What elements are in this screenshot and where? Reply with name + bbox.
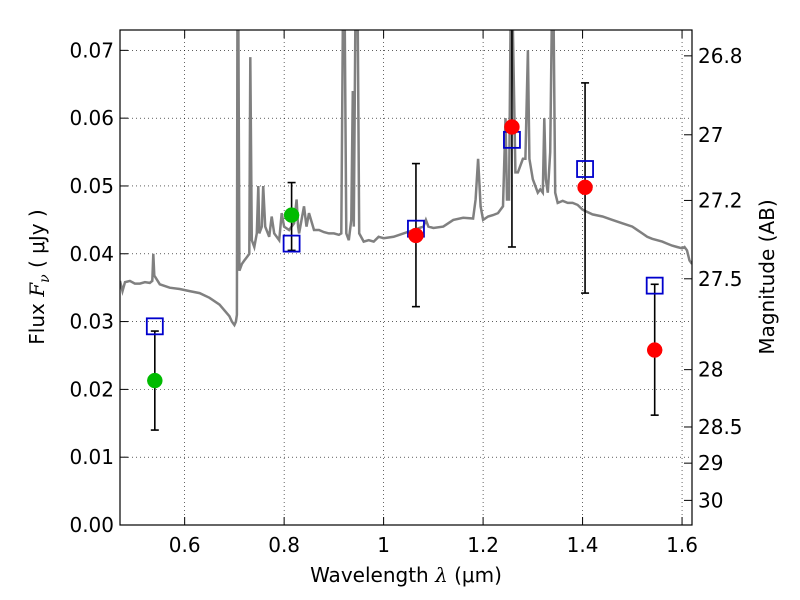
y2-tick-label: 30 <box>698 488 723 512</box>
y2-tick-label: 27.5 <box>698 267 743 291</box>
x-axis: 0.6 0.8 1 1.2 1.4 1.6 <box>169 30 698 557</box>
y2-tick-label: 28 <box>698 358 723 382</box>
y2-tick-label: 27.2 <box>698 188 743 212</box>
data-point <box>577 179 593 196</box>
y2-axis: 26.8 27 27.2 27.5 28 28.5 29 30 <box>684 44 743 512</box>
x-tick-label: 1.4 <box>567 533 599 557</box>
x-tick-label: 1.6 <box>666 533 698 557</box>
x-tick-label: 0.6 <box>169 533 201 557</box>
y-axis-label: Flux Fν ( μJy ) <box>25 209 53 344</box>
x-tick-label: 1.2 <box>467 533 499 557</box>
y-tick-label: 0.05 <box>69 174 114 198</box>
model-square-marker <box>282 234 301 253</box>
plot-frame <box>119 29 693 526</box>
y-tick-label: 0.03 <box>69 310 114 334</box>
y2-tick-label: 27 <box>698 123 723 147</box>
plot-border <box>119 29 693 526</box>
data-point <box>283 207 300 223</box>
y-tick-label: 0.06 <box>69 106 114 130</box>
y2-tick-label: 28.5 <box>698 415 743 439</box>
spectrum-line <box>120 30 692 328</box>
y2-tick-label: 26.8 <box>698 44 743 68</box>
grid <box>120 30 692 526</box>
data-point <box>147 372 163 389</box>
x-axis-label: Wavelength λ (μm) <box>310 563 502 587</box>
y2-tick-label: 29 <box>698 451 723 475</box>
data-point <box>646 342 663 358</box>
data-point <box>408 227 424 244</box>
spectrum-layer <box>120 30 692 328</box>
data-point <box>504 119 520 135</box>
model-square-marker <box>645 276 664 295</box>
y-tick-label: 0.01 <box>69 445 114 469</box>
y-tick-label: 0.02 <box>69 377 114 401</box>
y-tick-label: 0.07 <box>69 38 114 62</box>
y2-axis-label: Magnitude (AB) <box>755 199 779 354</box>
x-tick-label: 0.8 <box>268 533 300 557</box>
points-layer <box>145 30 664 431</box>
x-tick-label: 1 <box>377 533 390 557</box>
y-tick-label: 0.04 <box>69 242 114 266</box>
model-square-marker <box>145 317 164 336</box>
y-axis: 0.00 0.01 0.02 0.03 0.04 0.05 0.06 0.07 <box>69 38 128 537</box>
y-tick-label: 0.00 <box>69 513 114 537</box>
model-square-marker <box>576 160 594 178</box>
